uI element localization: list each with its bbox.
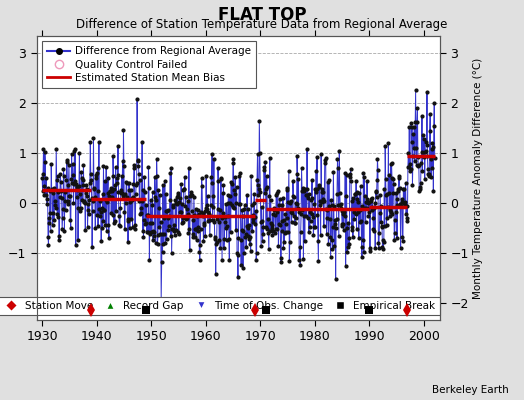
Y-axis label: Monthly Temperature Anomaly Difference (°C): Monthly Temperature Anomaly Difference (… [473, 57, 483, 299]
Text: FLAT TOP: FLAT TOP [218, 6, 306, 24]
Text: Berkeley Earth: Berkeley Earth [432, 385, 508, 395]
Legend: Station Move, Record Gap, Time of Obs. Change, Empirical Break: Station Move, Record Gap, Time of Obs. C… [0, 297, 440, 315]
Text: Difference of Station Temperature Data from Regional Average: Difference of Station Temperature Data f… [77, 18, 447, 31]
